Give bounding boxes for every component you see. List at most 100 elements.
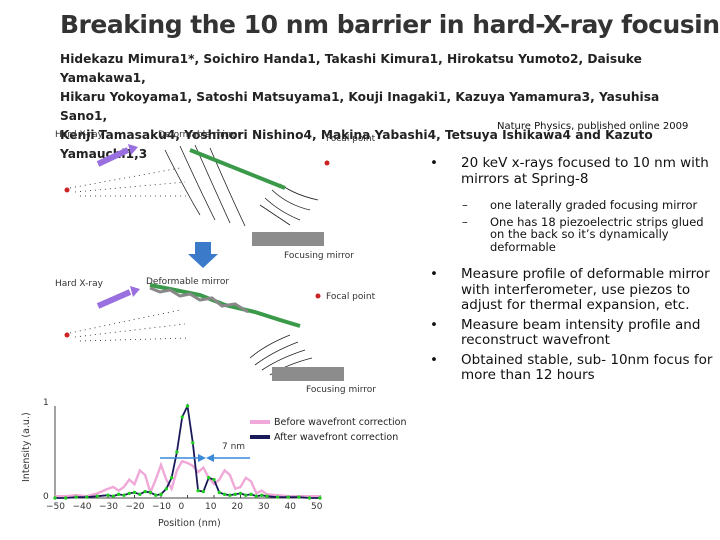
x-tick-label: 10 [205,502,216,512]
source-point [65,188,70,193]
arrow-head [128,144,138,155]
measured-point [165,487,168,490]
label-focusing-mirror-bottom: Focusing mirror [306,385,376,395]
bullet-item: • Measure profile of deformable mirror w… [428,267,713,314]
x-tick-label: 40 [285,502,296,512]
x-tick-label: −10 [152,502,171,512]
y-tick-label: 1 [43,398,49,408]
measured-point [276,495,279,498]
x-axis-label: Position (nm) [158,518,221,529]
measured-point [212,478,215,481]
sub-bullet-item: – one laterally graded focusing mirror [462,199,713,212]
measured-point [117,493,120,496]
focusing-mirror-shape [272,367,344,381]
down-arrow-icon [188,242,218,268]
x-tick-label: 0 [179,502,185,512]
top-panel [65,144,330,246]
x-tick-label: −30 [99,502,118,512]
measured-point [138,493,141,496]
bullet-mark: • [428,353,461,384]
measured-point [133,491,136,494]
measured-point [191,441,194,444]
measured-point [223,493,226,496]
width-arrowhead-left [198,454,206,462]
sub-bullet-mark: – [462,199,490,212]
bullet-text: 20 keV x-rays focused to 10 nm with mirr… [461,156,713,187]
bullet-item: • Obtained stable, sub- 10nm focus for m… [428,353,713,384]
measured-point [170,476,173,479]
width-annotation: 7 nm [222,442,245,452]
x-tick-label: 30 [258,502,269,512]
slide-title: Breaking the 10 nm barrier in hard-X-ray… [60,10,700,39]
mirror-diagram [0,120,425,540]
label-deformable-mirror-bottom: Deformable mirror [146,277,229,287]
deformable-mirror-shape [190,150,285,188]
measured-point [75,495,78,498]
bullet-text: Measure profile of deformable mirror wit… [461,267,713,314]
label-focal-point-top: Focal point [326,134,375,144]
bullet-mark: • [428,318,461,349]
measured-point [106,494,109,497]
measured-point [159,493,162,496]
label-deformable-mirror-top: Deformable mirror [158,130,241,140]
bullet-text: Obtained stable, sub- 10nm focus for mor… [461,353,713,384]
measured-point [234,493,237,496]
mirror-figure: Hard X-ray Deformable mirror Focal point… [0,120,425,540]
measured-point [196,489,199,492]
measured-point [207,476,210,479]
focal-point-marker [316,294,321,299]
measured-point [175,450,178,453]
measured-point [249,493,252,496]
bullet-list: • 20 keV x-rays focused to 10 nm with mi… [428,156,713,388]
measured-point [255,494,258,497]
measured-point [112,494,115,497]
focusing-mirror-shape [252,232,324,246]
series-line-before [55,461,320,496]
x-tick-label: 20 [232,502,243,512]
measured-point [260,494,263,497]
bottom-panel [65,285,345,381]
legend-after: After wavefront correction [274,432,398,443]
x-tick-label: −40 [73,502,92,512]
source-point [65,333,70,338]
y-axis-label: Intensity (a.u.) [21,412,32,482]
measured-point [297,495,300,498]
bullet-mark: • [428,267,461,314]
measured-point [308,496,311,499]
measured-point [85,495,88,498]
bullet-item: • 20 keV x-rays focused to 10 nm with mi… [428,156,713,187]
measured-point [154,494,157,497]
measured-point [218,491,221,494]
x-tick-label: −50 [46,502,65,512]
label-focusing-mirror-top: Focusing mirror [284,251,354,261]
sub-bullet-mark: – [462,216,490,254]
ray-lines [70,168,190,196]
bullet-text: Measure beam intensity profile and recon… [461,318,713,349]
ray-lines [70,310,190,341]
measured-point [287,495,290,498]
x-tick-label: −20 [126,502,145,512]
measured-point [318,496,321,499]
focal-point-marker [325,161,330,166]
measured-point [64,496,67,499]
measured-point [228,494,231,497]
measured-point [186,404,189,407]
bullet-mark: • [428,156,461,187]
measured-point [244,494,247,497]
incident-beam-arrow [98,150,128,164]
label-hard-xray-bottom: Hard X-ray [55,279,103,289]
sub-bullet-text: One has 18 piezoelectric strips glued on… [490,216,713,254]
measured-point [265,494,268,497]
measured-point [122,494,125,497]
author-line-1: Hidekazu Mimura1*, Soichiro Handa1, Taka… [60,50,705,88]
measured-point [143,490,146,493]
measured-point [239,492,242,495]
reflected-arcs [260,184,318,225]
measured-point [96,494,99,497]
measured-point [128,492,131,495]
citation: Nature Physics, published online 2009 [497,121,688,132]
label-hard-xray-top: Hard X-ray [55,130,103,140]
legend-before: Before wavefront correction [274,417,407,428]
measured-point [202,490,205,493]
measured-point [149,491,152,494]
